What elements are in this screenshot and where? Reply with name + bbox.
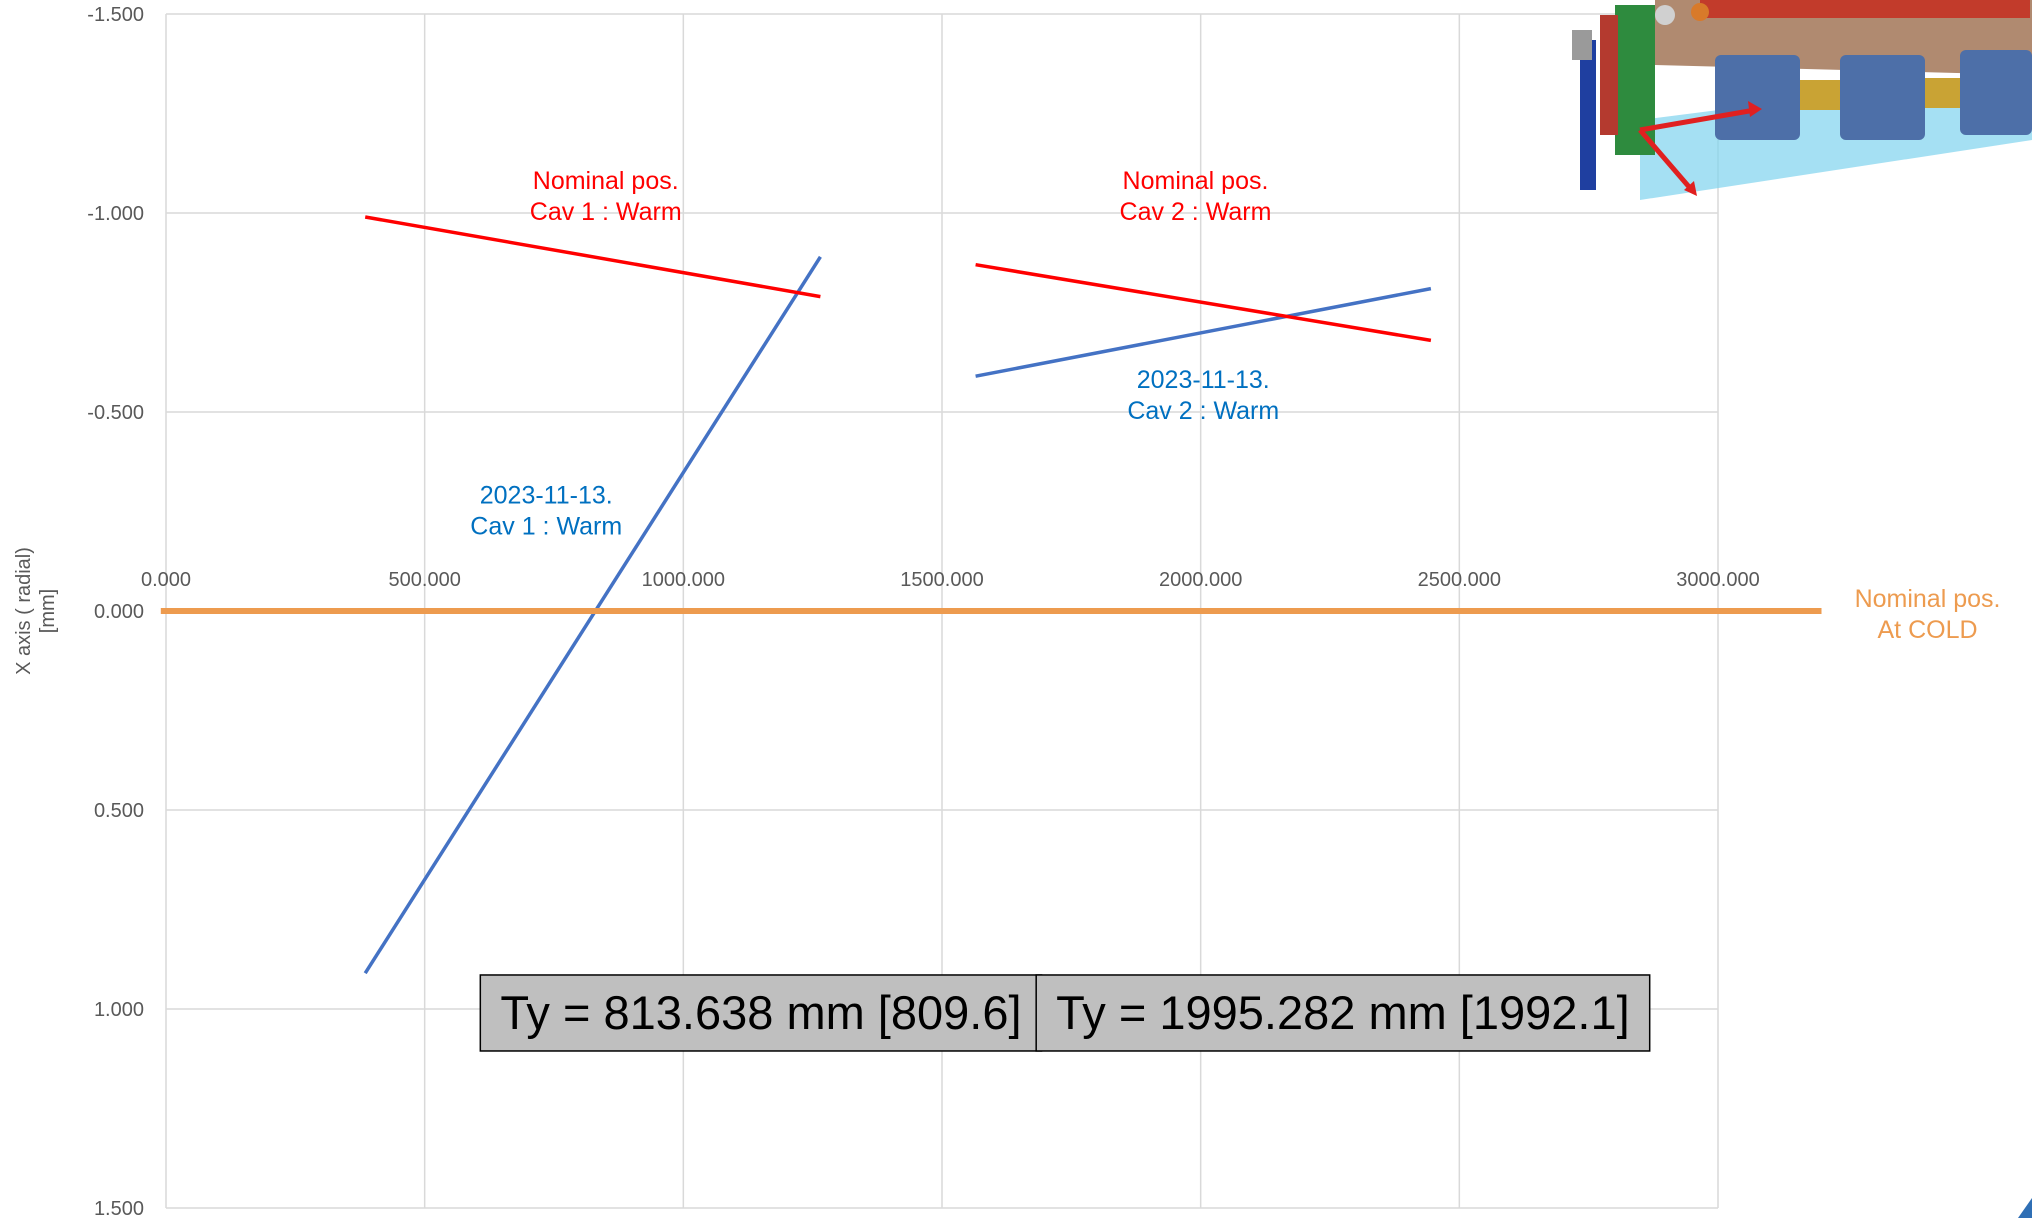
x-tick-label: 1000.000 xyxy=(642,569,725,591)
y-tick-label: 0.000 xyxy=(94,601,144,623)
value-box-1: Ty = 1995.282 mm [1992.1] xyxy=(1035,974,1651,1052)
series-line-3 xyxy=(975,262,1432,343)
annotation-label-0: Nominal pos. Cav 1 : Warm xyxy=(530,167,682,226)
annotation-line: 2023-11-13. xyxy=(480,482,613,510)
annotation-line: Cav 2 : Warm xyxy=(1127,397,1279,425)
y-axis-title-line: [mm] xyxy=(37,589,59,633)
x-tick-label: 1500.000 xyxy=(900,569,983,591)
annotation-label-2: 2023-11-13. Cav 1 : Warm xyxy=(470,482,622,541)
x-tick-label: 500.000 xyxy=(389,569,461,591)
annotation-line: Cav 1 : Warm xyxy=(470,513,622,541)
x-tick-label: 2000.000 xyxy=(1159,569,1242,591)
annotation-label-1: Nominal pos. Cav 2 : Warm xyxy=(1120,167,1272,226)
annotation-line: Nominal pos. xyxy=(1855,585,2001,613)
y-tick-label: -1.000 xyxy=(87,203,144,225)
corner-logo-fragment xyxy=(2018,1198,2032,1218)
series-line-2 xyxy=(364,215,821,299)
series-group xyxy=(160,215,1822,975)
annotation-line: At COLD xyxy=(1878,616,1978,644)
value-box-background xyxy=(1035,974,1651,1052)
y-axis-ticks: -1.500 -1.000 -0.500 0.000 0.500 1.000 1.500 xyxy=(87,4,144,1218)
annotation-line: Nominal pos. xyxy=(533,167,679,195)
annotations: Nominal pos. Cav 1 : Warm Nominal pos. Cav … xyxy=(470,167,2000,644)
annotation-line: Cav 2 : Warm xyxy=(1120,198,1272,226)
series-line-0 xyxy=(363,255,822,975)
annotation-line: Cav 1 : Warm xyxy=(530,198,682,226)
x-tick-label: 0.000 xyxy=(141,569,191,591)
cryomodule-render-image xyxy=(1572,0,2032,200)
y-tick-label: 1.500 xyxy=(94,1198,144,1218)
y-tick-label: -1.500 xyxy=(87,4,144,26)
annotation-label-4: Nominal pos. At COLD xyxy=(1855,585,2001,644)
y-tick-label: 0.500 xyxy=(94,800,144,822)
x-axis-ticks: 0.000 500.000 1000.000 1500.000 2000.000 2500… xyxy=(141,569,1760,591)
value-box-label: Ty = 1995.282 mm [1992.1] xyxy=(1056,986,1630,1039)
y-tick-label: -0.500 xyxy=(87,402,144,424)
y-axis-title: X axis ( radial) [mm] xyxy=(13,547,59,675)
y-tick-label: 1.000 xyxy=(94,999,144,1021)
y-axis-title-line: X axis ( radial) xyxy=(13,547,35,675)
annotation-line: 2023-11-13. xyxy=(1137,366,1270,394)
value-box-label: Ty = 813.638 mm [809.6] xyxy=(500,986,1021,1039)
x-tick-label: 3000.000 xyxy=(1676,569,1759,591)
value-boxes: Ty = 813.638 mm [809.6] Ty = 1995.282 mm … xyxy=(479,974,1651,1052)
annotation-label-3: 2023-11-13. Cav 2 : Warm xyxy=(1127,366,1279,425)
series-line-1 xyxy=(975,286,1432,378)
annotation-line: Nominal pos. xyxy=(1123,167,1269,195)
x-tick-label: 2500.000 xyxy=(1418,569,1501,591)
value-box-0: Ty = 813.638 mm [809.6] xyxy=(479,974,1043,1052)
